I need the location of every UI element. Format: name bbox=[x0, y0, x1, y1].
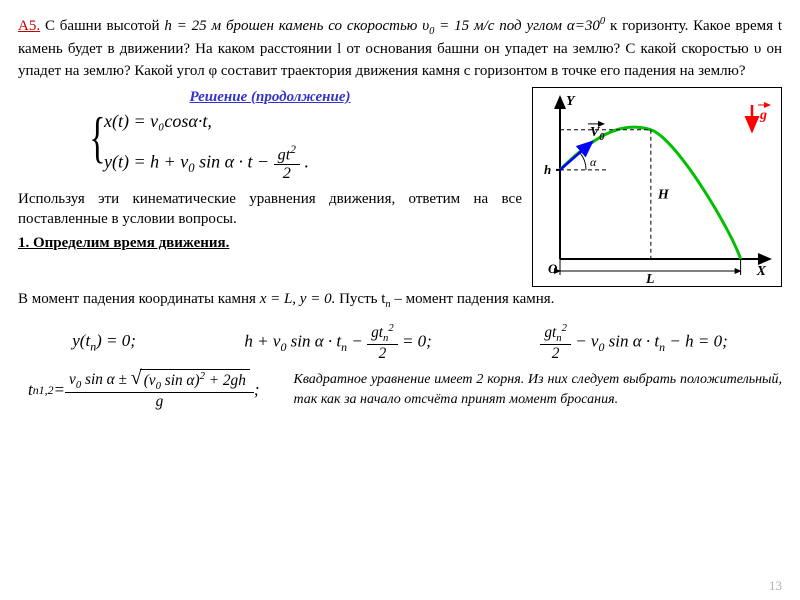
eq2-sup: 2 bbox=[290, 144, 296, 156]
trajectory-diagram: YXOhHLαV0g bbox=[532, 87, 782, 287]
eqA-sub: п bbox=[90, 339, 96, 353]
eqC-end: − h = 0; bbox=[665, 331, 728, 350]
kinematic-equations: { x(t) = v₀cosα·t, y(t) = h + v0 sin α ·… bbox=[78, 112, 522, 183]
mt-b: x = L, y = 0. bbox=[260, 291, 336, 307]
eq-x: x(t) = v₀cosα·t, bbox=[104, 112, 522, 132]
page-number: 13 bbox=[769, 578, 782, 594]
eq2-den: 2 bbox=[274, 165, 300, 183]
eq2-pre: y(t) = h + v bbox=[104, 151, 188, 171]
eqB-frac: gtп22 bbox=[367, 322, 398, 363]
sqrt: √(v0 sin α)2 + 2gh bbox=[131, 369, 250, 392]
eq-y: y(t) = h + v0 sin α · t − gt22 . bbox=[104, 144, 522, 183]
svg-text:X: X bbox=[756, 264, 767, 279]
eqB: h + v0 sin α · tп − gtп22 = 0; bbox=[244, 322, 431, 363]
eqD-lsub: п1,2 bbox=[33, 383, 54, 398]
svg-text:Y: Y bbox=[566, 94, 576, 109]
problem-deg: 0 bbox=[600, 16, 605, 27]
eqB-nsup: 2 bbox=[388, 322, 393, 334]
eqB-end: = 0; bbox=[398, 331, 432, 350]
problem-h: h = 25 м брошен камень со скоростью υ bbox=[164, 18, 429, 34]
eq2-frac: gt22 bbox=[274, 144, 300, 183]
eqD-na: v bbox=[69, 371, 76, 388]
eqC-frac: gtп22 bbox=[540, 322, 571, 363]
eqA: y(tп) = 0; bbox=[72, 331, 136, 354]
eq2-dot: . bbox=[300, 151, 309, 171]
section-1: 1. Определим время движения. bbox=[18, 235, 522, 252]
eqD-sa: (v bbox=[144, 372, 156, 389]
svg-text:g: g bbox=[759, 108, 767, 123]
eq2-num: gt bbox=[278, 145, 291, 163]
eqC-num: gt bbox=[544, 324, 556, 341]
quadratic-note: Квадратное уравнение имеет 2 корня. Из н… bbox=[284, 370, 782, 411]
problem-number: A5. bbox=[18, 18, 40, 34]
eqD-nb: sin α ± bbox=[81, 371, 131, 388]
eqD-end: ; bbox=[254, 380, 260, 400]
kinematic-text: Используя эти кинематические уравнения д… bbox=[18, 189, 522, 230]
svg-text:O: O bbox=[548, 261, 558, 276]
eqB-mid: sin α · t bbox=[286, 331, 341, 350]
eq-row-2: tп1,2 = v0 sin α ± √(v0 sin α)2 + 2gh g … bbox=[18, 369, 782, 411]
mt-d: – момент падения камня. bbox=[391, 291, 555, 307]
eqD-eq: = bbox=[54, 380, 65, 400]
eqB-pre: h + v bbox=[244, 331, 280, 350]
svg-text:L: L bbox=[645, 272, 655, 287]
eq2-mid: sin α · t − bbox=[195, 151, 274, 171]
eqC-nsup: 2 bbox=[562, 322, 567, 334]
eqD-den: g bbox=[65, 393, 254, 411]
problem-v0-rest: = 15 м/с под углом α=30 bbox=[434, 18, 600, 34]
solution-row: Решение (продолжение) { x(t) = v₀cosα·t,… bbox=[18, 87, 782, 287]
svg-text:H: H bbox=[657, 187, 670, 202]
solution-title: Решение (продолжение) bbox=[18, 89, 522, 106]
solution-left: Решение (продолжение) { x(t) = v₀cosα·t,… bbox=[18, 87, 522, 252]
brace-icon: { bbox=[89, 110, 105, 166]
moment-text: В момент падения координаты камня x = L,… bbox=[18, 289, 782, 312]
problem-statement: A5. С башни высотой h = 25 м брошен каме… bbox=[18, 14, 782, 83]
eqC-den: 2 bbox=[540, 345, 571, 363]
eqD: tп1,2 = v0 sin α ± √(v0 sin α)2 + 2gh g … bbox=[18, 369, 260, 411]
eq-row-1: y(tп) = 0; h + v0 sin α · tп − gtп22 = 0… bbox=[18, 322, 782, 363]
eqD-sc: + 2gh bbox=[205, 372, 246, 389]
problem-text-1: С башни высотой bbox=[45, 18, 164, 34]
eqD-frac: v0 sin α ± √(v0 sin α)2 + 2gh g bbox=[65, 369, 254, 411]
eqB-den: 2 bbox=[367, 345, 398, 363]
svg-text:h: h bbox=[544, 162, 551, 177]
mt-a: В момент падения координаты камня bbox=[18, 291, 260, 307]
eqB-num: gt bbox=[371, 324, 383, 341]
eqC-mid: − v bbox=[571, 331, 599, 350]
eqB-minus: − bbox=[347, 331, 367, 350]
eqC: gtп22 − v0 sin α · tп − h = 0; bbox=[540, 322, 727, 363]
eqD-sb: sin α) bbox=[161, 372, 200, 389]
svg-text:α: α bbox=[590, 155, 597, 169]
eqC-mid2: sin α · t bbox=[604, 331, 659, 350]
mt-c: Пусть t bbox=[339, 291, 385, 307]
